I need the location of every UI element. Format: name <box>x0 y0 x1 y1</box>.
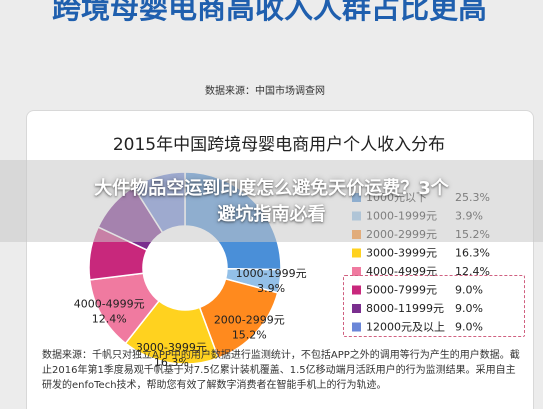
slice-label-1000-1999: 1000-1999元 <box>236 267 307 280</box>
slice-value-2000-2999: 15.2% <box>232 329 267 342</box>
legend-swatch-5000-7999 <box>352 285 361 295</box>
legend-swatch-3000-3999 <box>352 248 361 258</box>
page-headline: 跨境母婴电商高收入人群占比更高 <box>52 0 488 25</box>
overlay-title[interactable]: 大件物品空运到印度怎么避免天价运费？3个 避坑指南必看 <box>20 176 523 228</box>
legend-value-8000-11999: 9.0% <box>455 302 483 315</box>
legend-value-5000-7999: 9.0% <box>455 284 483 297</box>
legend-label-5000-7999: 5000-7999元 <box>366 284 437 297</box>
chart-title: 2015年中国跨境母婴电商用户个人收入分布 <box>112 135 446 155</box>
slice-label-3000-3999: 3000-3999元 <box>136 341 207 354</box>
overlay-title-line1: 大件物品空运到印度怎么避免天价运费？3个 <box>94 178 449 199</box>
slice-label-2000-2999: 2000-2999元 <box>214 314 285 327</box>
slice-label-4000-4999: 4000-4999元 <box>74 298 145 311</box>
legend-swatch-4000-4999 <box>352 267 361 276</box>
donut-slice-3000-3999 <box>124 299 220 365</box>
legend-label-3000-3999: 3000-3999元 <box>366 247 437 260</box>
overlay-title-line2: 避坑指南必看 <box>217 204 326 225</box>
slice-labels: 1000-1999元 3.9% 2000-2999元 15.2% 3000-3999元 1… <box>74 267 307 369</box>
legend-label-8000-11999: 8000-11999元 <box>366 302 444 315</box>
overlay-banner <box>0 160 543 242</box>
slice-value-4000-4999: 12.4% <box>92 313 127 326</box>
legend-label-12000: 12000元及以上 <box>366 321 445 334</box>
bottom-source-note: 数据来源：千帆只对独立APP中的用户数据进行监测统计，不包括APP之外的调用等行… <box>42 350 520 391</box>
slice-value-3000-3999: 16.3% <box>154 356 189 369</box>
legend-label-4000-4999: 4000-4999元 <box>366 265 437 278</box>
high-income-highlight-box <box>343 275 525 337</box>
header-area: 跨境母婴电商高收入人群占比更高 数据来源：中国市场调查网 <box>0 0 543 100</box>
legend-swatch-8000-11999 <box>352 304 361 313</box>
source-note-top: 数据来源：中国市场调查网 <box>205 86 325 97</box>
legend-swatch-12000 <box>352 322 361 332</box>
legend-value-3000-3999: 16.3% <box>455 247 490 260</box>
legend-value-4000-4999: 12.4% <box>455 265 490 278</box>
slice-value-1000-1999: 3.9% <box>257 282 285 295</box>
legend-value-12000: 9.0% <box>455 321 483 334</box>
